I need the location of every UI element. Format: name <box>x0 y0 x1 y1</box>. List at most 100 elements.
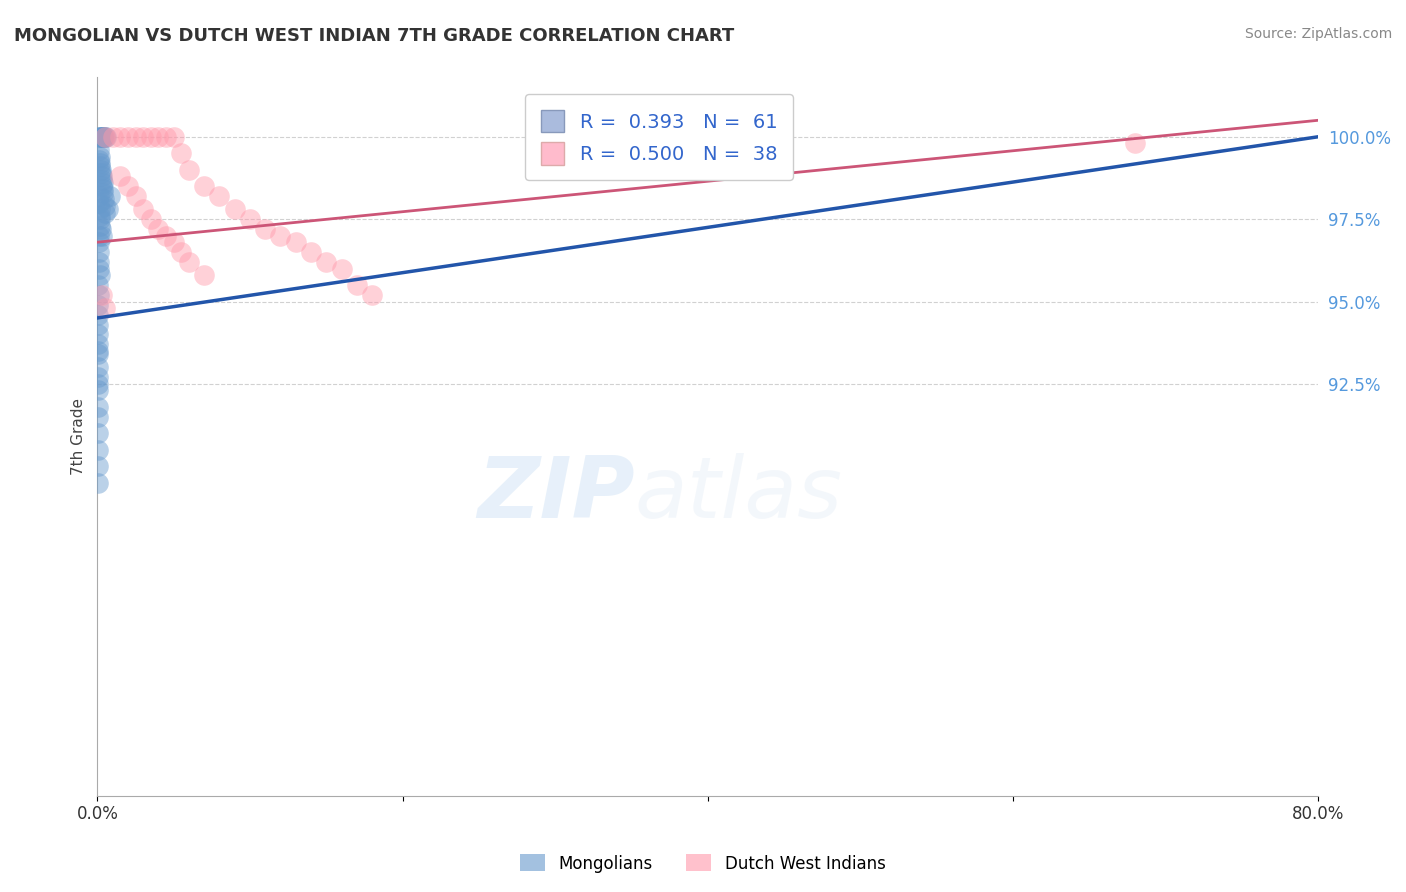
Point <box>110 169 132 184</box>
Point <box>132 202 155 217</box>
Point <box>91 129 114 144</box>
Point <box>124 129 146 144</box>
Point <box>90 169 112 184</box>
Point <box>87 400 110 414</box>
Point <box>94 129 117 144</box>
Point <box>148 222 170 236</box>
Point <box>101 129 124 144</box>
Point <box>315 255 337 269</box>
Point <box>87 459 110 474</box>
Point <box>90 288 112 302</box>
Point <box>87 235 110 250</box>
Point <box>170 146 193 161</box>
Point <box>177 255 200 269</box>
Point <box>87 318 110 332</box>
Point <box>163 235 186 250</box>
Point <box>94 205 117 219</box>
Point <box>163 129 186 144</box>
Point <box>89 245 111 260</box>
Point <box>87 426 110 441</box>
Point <box>87 327 110 342</box>
Point <box>155 228 177 243</box>
Point <box>124 189 146 203</box>
Text: ZIP: ZIP <box>477 452 634 535</box>
Point <box>117 179 139 194</box>
Point <box>87 261 110 276</box>
Point <box>284 235 307 250</box>
Legend: R =  0.393   N =  61, R =  0.500   N =  38: R = 0.393 N = 61, R = 0.500 N = 38 <box>526 95 793 180</box>
Point <box>87 360 110 375</box>
Point <box>93 182 115 196</box>
Point <box>89 149 111 163</box>
Point <box>89 160 111 174</box>
Point <box>93 129 115 144</box>
Point <box>89 156 111 170</box>
Point <box>87 228 110 243</box>
Point <box>254 222 277 236</box>
Point <box>208 189 231 203</box>
Point <box>110 129 132 144</box>
Point <box>94 129 117 144</box>
Point <box>87 376 110 391</box>
Point <box>91 186 114 200</box>
Point <box>94 301 117 315</box>
Point <box>90 129 112 144</box>
Point <box>87 189 110 203</box>
Legend: Mongolians, Dutch West Indians: Mongolians, Dutch West Indians <box>513 847 893 880</box>
Point <box>87 384 110 398</box>
Point <box>87 143 110 157</box>
Point <box>89 129 111 144</box>
Point <box>87 298 110 312</box>
Point <box>1123 136 1146 151</box>
Point <box>170 245 193 260</box>
Point <box>89 153 111 167</box>
Point <box>361 288 384 302</box>
Point <box>94 129 117 144</box>
Point <box>224 202 246 217</box>
Point <box>193 179 215 194</box>
Point <box>86 475 108 490</box>
Point <box>269 228 291 243</box>
Point <box>139 129 162 144</box>
Point <box>90 166 112 180</box>
Point <box>193 268 215 282</box>
Point <box>89 209 111 223</box>
Point <box>91 176 114 190</box>
Point <box>90 222 112 236</box>
Point <box>87 337 110 351</box>
Point <box>87 195 110 210</box>
Point <box>87 370 110 384</box>
Y-axis label: 7th Grade: 7th Grade <box>72 398 86 475</box>
Point <box>89 202 111 217</box>
Point <box>239 212 262 227</box>
Point <box>346 278 368 293</box>
Point <box>87 343 110 358</box>
Text: MONGOLIAN VS DUTCH WEST INDIAN 7TH GRADE CORRELATION CHART: MONGOLIAN VS DUTCH WEST INDIAN 7TH GRADE… <box>14 27 734 45</box>
Point <box>90 129 112 144</box>
Point <box>87 278 110 293</box>
Point <box>87 288 110 302</box>
Point <box>97 202 120 217</box>
Point <box>148 129 170 144</box>
Point <box>87 409 110 424</box>
Point <box>87 308 110 322</box>
Text: atlas: atlas <box>634 452 842 535</box>
Point <box>89 255 111 269</box>
Point <box>89 268 111 282</box>
Point <box>87 442 110 457</box>
Point <box>132 129 155 144</box>
Point <box>90 162 112 177</box>
Text: Source: ZipAtlas.com: Source: ZipAtlas.com <box>1244 27 1392 41</box>
Point <box>330 261 353 276</box>
Point <box>90 228 112 243</box>
Point <box>93 199 115 213</box>
Point <box>91 179 114 194</box>
Point <box>117 129 139 144</box>
Point <box>177 162 200 177</box>
Point <box>98 189 121 203</box>
Point <box>87 347 110 361</box>
Point <box>155 129 177 144</box>
Point <box>93 129 115 144</box>
Point <box>93 192 115 206</box>
Point <box>299 245 322 260</box>
